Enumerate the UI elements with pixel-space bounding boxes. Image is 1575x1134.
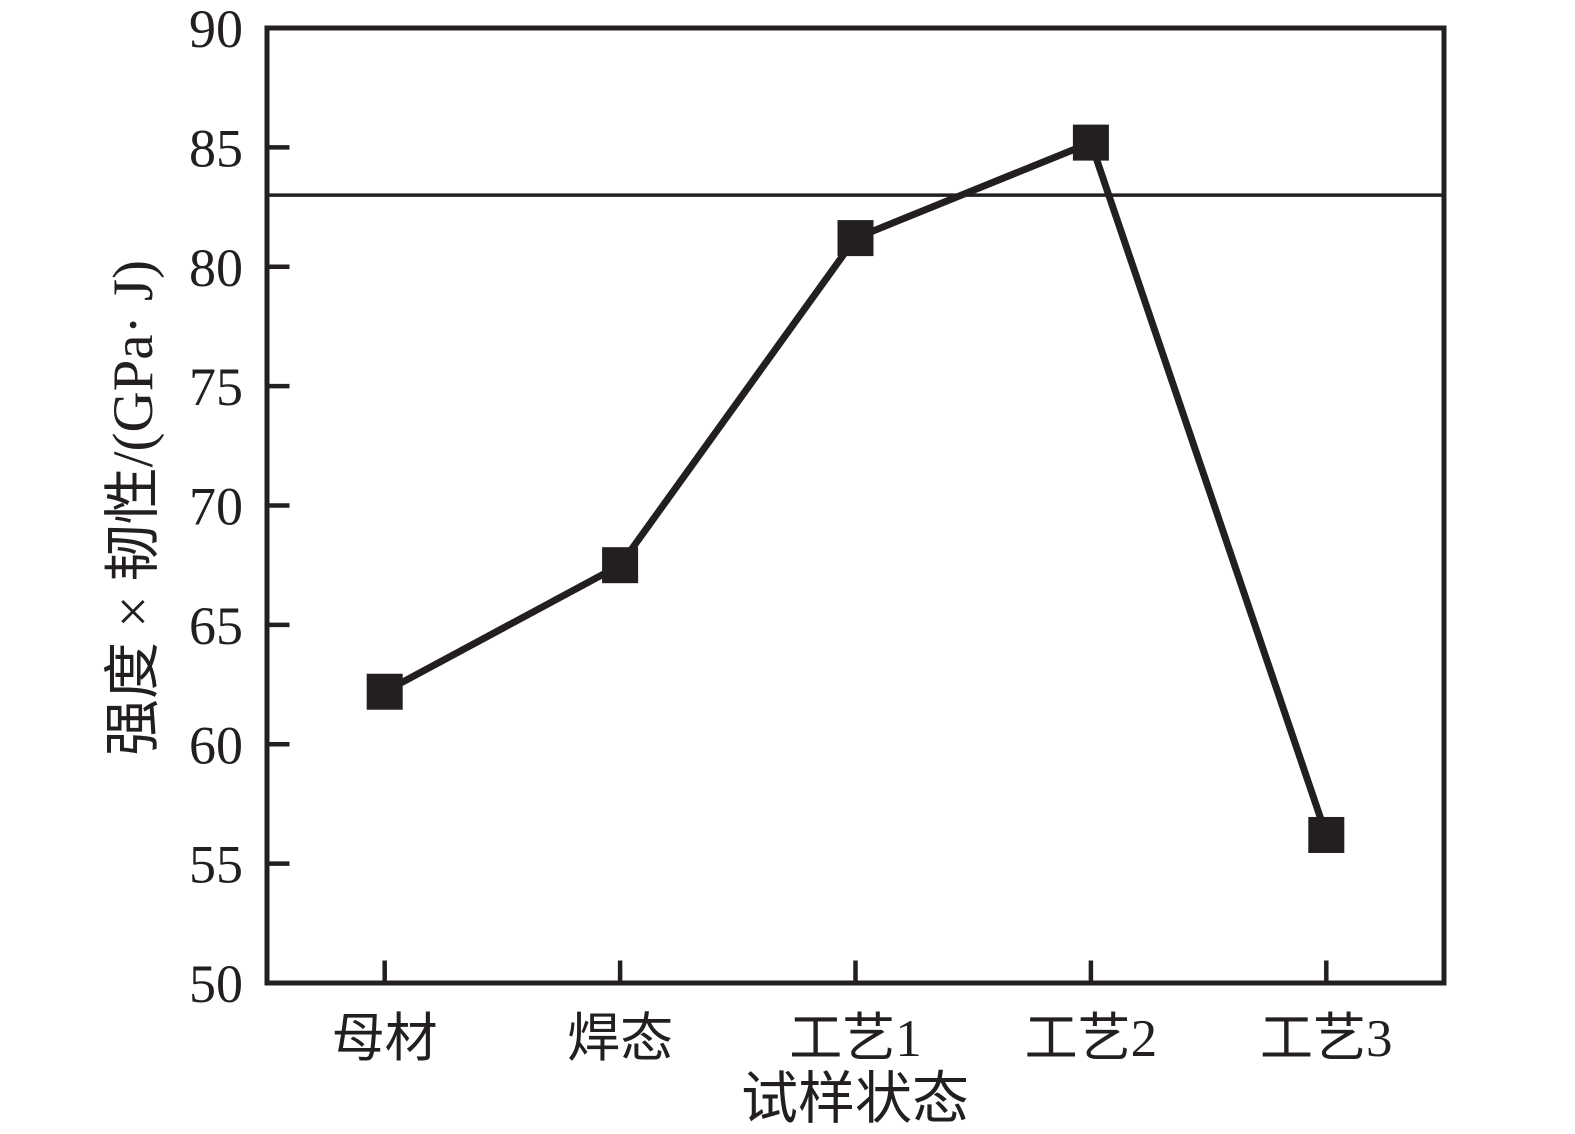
series-layer [269,124,1442,853]
data-point-marker [1308,816,1345,853]
y-tick-label: 80 [189,238,243,298]
y-tick-label: 50 [189,954,243,1014]
plot-frame [264,25,1447,986]
data-point-marker [602,547,639,584]
data-point-marker [837,220,874,257]
tick-layer [269,145,1329,981]
data-point-marker [1072,124,1109,161]
y-tick-label: 60 [189,715,243,775]
x-tick-label: 焊态 [567,1010,673,1068]
x-tick-label: 母材 [332,1010,438,1068]
y-tick-label: 75 [189,357,243,417]
y-axis-title: 强度 × 韧性/(GPa· J) [102,260,165,756]
x-tick-label: 工艺1 [789,1010,922,1068]
y-tick-label: 85 [189,118,243,178]
data-point-marker [366,673,403,710]
frame-layer [264,25,1447,986]
y-tick-label: 65 [189,596,243,656]
x-tick-label: 工艺3 [1260,1010,1393,1068]
ticklabel-layer: 50 55 60 65 70 75 80 85 90 母材 焊态 工艺1 工艺2 工艺3 [189,0,1393,1068]
y-tick-label: 90 [189,0,243,59]
y-tick-label: 70 [189,477,243,537]
x-axis-title: 试样状态 [741,1068,969,1131]
y-tick-label: 55 [189,835,243,895]
x-tick-label: 工艺2 [1025,1010,1158,1068]
